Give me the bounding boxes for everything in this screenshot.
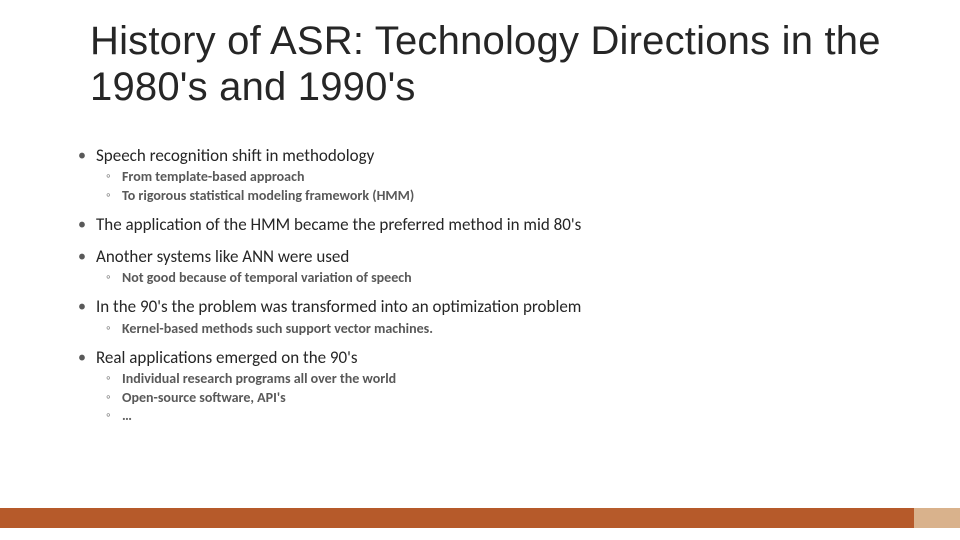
bullet-dot-icon: •: [78, 214, 96, 235]
sub-bullet-text: To rigorous statistical modeling framewo…: [122, 187, 414, 205]
footer-bar-main: [0, 508, 914, 528]
footer-bar: [0, 508, 960, 528]
bullet-level1: •Speech recognition shift in methodology: [78, 145, 900, 166]
sub-bullet-text: …: [122, 407, 132, 425]
bullet-level2: ◦Individual research programs all over t…: [106, 370, 900, 388]
bullet-ring-icon: ◦: [106, 407, 122, 424]
sub-bullet-text: From template-based approach: [122, 168, 304, 186]
bullet-dot-icon: •: [78, 296, 96, 317]
bullet-text: In the 90's the problem was transformed …: [96, 296, 581, 317]
bullet-level1: •The application of the HMM became the p…: [78, 214, 900, 235]
bullet-level2: ◦To rigorous statistical modeling framew…: [106, 187, 900, 205]
bullet-ring-icon: ◦: [106, 320, 122, 337]
sub-bullet-text: Kernel-based methods such support vector…: [122, 320, 433, 338]
bullet-level1: •In the 90's the problem was transformed…: [78, 296, 900, 317]
bullet-text: Real applications emerged on the 90's: [96, 347, 358, 368]
bullet-dot-icon: •: [78, 145, 96, 166]
bullet-level2: ◦…: [106, 407, 900, 425]
bullet-level1: •Another systems like ANN were used: [78, 246, 900, 267]
slide-title: History of ASR: Technology Directions in…: [90, 18, 930, 110]
bullet-dot-icon: •: [78, 246, 96, 267]
slide-content: •Speech recognition shift in methodology…: [78, 145, 900, 426]
bullet-text: Speech recognition shift in methodology: [96, 145, 374, 166]
sub-bullet-text: Not good because of temporal variation o…: [122, 269, 412, 287]
bullet-ring-icon: ◦: [106, 269, 122, 286]
bullet-dot-icon: •: [78, 347, 96, 368]
bullet-level2: ◦From template-based approach: [106, 168, 900, 186]
slide: History of ASR: Technology Directions in…: [0, 0, 960, 540]
bullet-text: The application of the HMM became the pr…: [96, 214, 581, 235]
footer-bar-accent: [914, 508, 960, 528]
bullet-level1: •Real applications emerged on the 90's: [78, 347, 900, 368]
bullet-ring-icon: ◦: [106, 187, 122, 204]
bullet-ring-icon: ◦: [106, 370, 122, 387]
bullet-ring-icon: ◦: [106, 389, 122, 406]
sub-bullet-text: Individual research programs all over th…: [122, 370, 396, 388]
bullet-level2: ◦Not good because of temporal variation …: [106, 269, 900, 287]
bullet-level2: ◦Kernel-based methods such support vecto…: [106, 320, 900, 338]
bullet-ring-icon: ◦: [106, 168, 122, 185]
bullet-text: Another systems like ANN were used: [96, 246, 349, 267]
bullet-level2: ◦Open-source software, API's: [106, 389, 900, 407]
sub-bullet-text: Open-source software, API's: [122, 389, 286, 407]
